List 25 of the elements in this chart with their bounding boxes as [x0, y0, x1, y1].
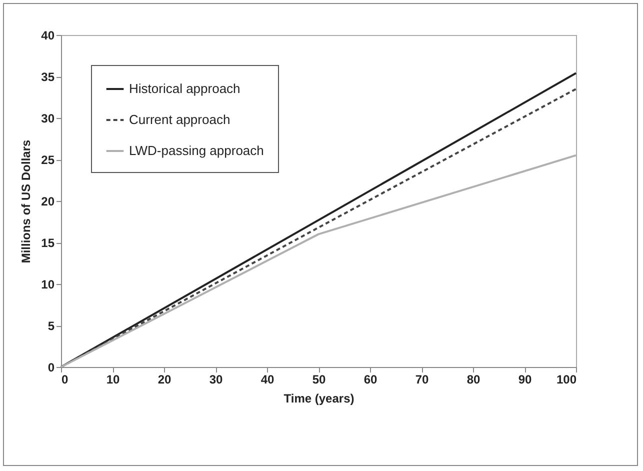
legend-label: Current approach — [129, 112, 230, 127]
y-tick-label: 15 — [41, 236, 55, 250]
x-axis-title: Time (years) — [284, 392, 354, 406]
legend-label: Historical approach — [129, 81, 240, 96]
legend-label: LWD-passing approach — [129, 143, 264, 158]
x-tick-label: 70 — [415, 372, 429, 386]
y-axis-title: Millions of US Dollars — [19, 140, 34, 264]
x-tick-label: 50 — [312, 372, 326, 386]
x-tick-label: 90 — [518, 372, 532, 386]
y-tick-label: 30 — [41, 112, 55, 126]
y-tick-label: 25 — [41, 153, 55, 167]
x-tick-label: 40 — [260, 372, 274, 386]
y-tick-label: 40 — [41, 28, 55, 42]
y-tick-label: 0 — [48, 360, 55, 374]
y-tick-label: 5 — [48, 319, 55, 333]
y-tick-label: 10 — [41, 278, 55, 292]
x-tick-label: 80 — [466, 372, 480, 386]
x-tick-label: 60 — [364, 372, 378, 386]
x-tick-label: 20 — [158, 372, 172, 386]
x-tick-label: 10 — [106, 372, 120, 386]
x-tick-label: 100 — [556, 372, 577, 386]
y-tick-label: 35 — [41, 70, 55, 84]
y-tick-label: 20 — [41, 194, 55, 208]
x-tick-label: 30 — [209, 372, 223, 386]
x-tick-label: 0 — [62, 372, 68, 386]
